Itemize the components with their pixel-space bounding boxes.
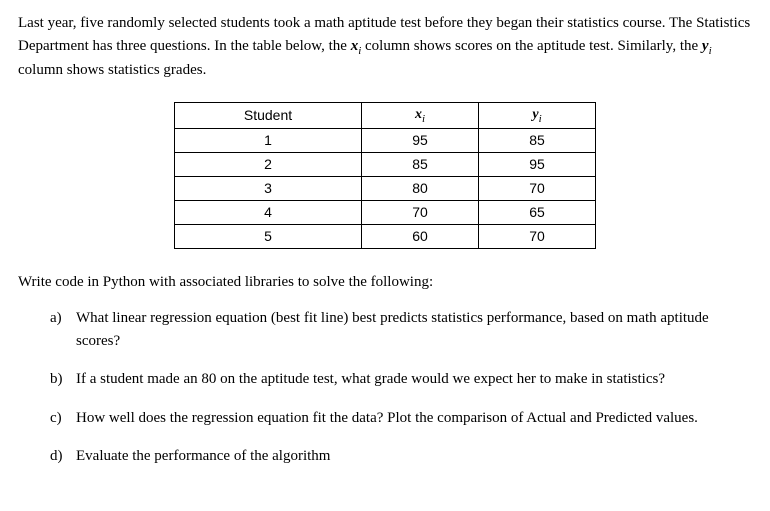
yi-sub: i (709, 45, 712, 57)
cell-x: 85 (362, 152, 479, 176)
yi-symbol: yi (702, 38, 712, 54)
cell-y: 95 (479, 152, 596, 176)
data-table: Student xi yi 1 95 85 2 85 95 3 80 70 4 … (174, 102, 596, 249)
header-xi: xi (362, 102, 479, 128)
question-marker: a) (50, 307, 62, 330)
cell-x: 95 (362, 128, 479, 152)
cell-x: 80 (362, 176, 479, 200)
header-yi: yi (479, 102, 596, 128)
instruction-text: Write code in Python with associated lib… (18, 271, 752, 294)
table-header-row: Student xi yi (175, 102, 596, 128)
question-b: b) If a student made an 80 on the aptitu… (18, 368, 752, 391)
table-row: 5 60 70 (175, 224, 596, 248)
header-xi-sub: i (422, 112, 425, 124)
question-text: Evaluate the performance of the algorith… (76, 448, 330, 464)
intro-text-3: column shows statistics grades. (18, 62, 206, 78)
table-row: 1 95 85 (175, 128, 596, 152)
yi-pre: y (702, 38, 709, 54)
data-table-container: Student xi yi 1 95 85 2 85 95 3 80 70 4 … (18, 102, 752, 249)
question-marker: b) (50, 368, 63, 391)
cell-y: 85 (479, 128, 596, 152)
question-text: What linear regression equation (best fi… (76, 310, 709, 349)
header-yi-sub: i (539, 112, 542, 124)
question-list: a) What linear regression equation (best… (18, 307, 752, 468)
intro-text-2: column shows scores on the aptitude test… (361, 38, 702, 54)
cell-y: 70 (479, 224, 596, 248)
cell-x: 70 (362, 200, 479, 224)
question-text: If a student made an 80 on the aptitude … (76, 371, 665, 387)
cell-student: 1 (175, 128, 362, 152)
table-row: 3 80 70 (175, 176, 596, 200)
question-marker: d) (50, 445, 63, 468)
cell-student: 2 (175, 152, 362, 176)
question-marker: c) (50, 407, 62, 430)
cell-student: 3 (175, 176, 362, 200)
question-d: d) Evaluate the performance of the algor… (18, 445, 752, 468)
question-c: c) How well does the regression equation… (18, 407, 752, 430)
cell-x: 60 (362, 224, 479, 248)
question-text: How well does the regression equation fi… (76, 410, 698, 426)
header-xi-pre: x (415, 107, 422, 122)
cell-student: 5 (175, 224, 362, 248)
cell-student: 4 (175, 200, 362, 224)
table-row: 2 85 95 (175, 152, 596, 176)
cell-y: 70 (479, 176, 596, 200)
xi-symbol: xi (351, 38, 362, 54)
table-row: 4 70 65 (175, 200, 596, 224)
intro-paragraph: Last year, five randomly selected studen… (18, 12, 752, 82)
cell-y: 65 (479, 200, 596, 224)
header-student: Student (175, 102, 362, 128)
question-a: a) What linear regression equation (best… (18, 307, 752, 352)
